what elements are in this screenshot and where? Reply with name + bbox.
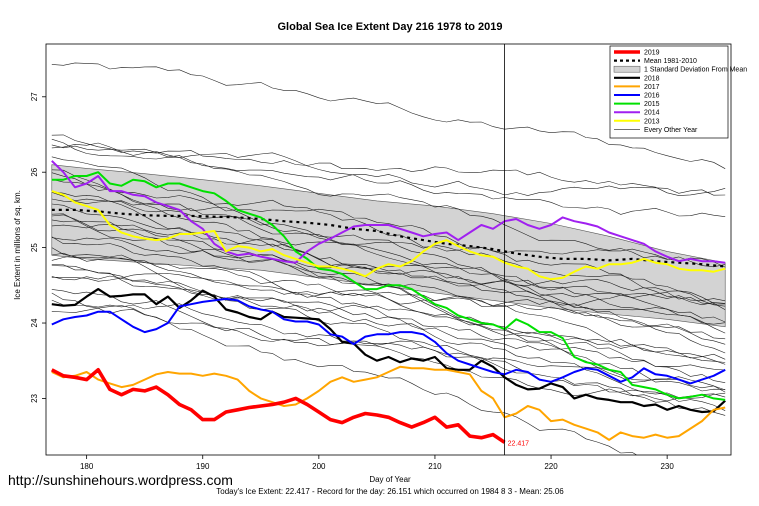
legend-label: 2019 [644, 50, 660, 57]
legend-label: 2014 [644, 110, 660, 117]
y-tick-label: 25 [30, 243, 39, 252]
x-tick-label: 180 [80, 462, 94, 471]
background-year-line [51, 172, 726, 302]
legend-label: 2018 [644, 75, 660, 82]
series-line-2017 [51, 365, 726, 441]
series-line-mean-1981-2010 [51, 208, 726, 268]
background-year-line [51, 224, 726, 268]
background-year-line [51, 203, 726, 334]
legend-swatch [613, 65, 641, 73]
background-year-line [51, 138, 726, 268]
background-year-line [51, 62, 726, 169]
legend-label: 2013 [644, 118, 660, 125]
legend-label: 1 Standard Deviation From Mean [644, 67, 747, 74]
background-year-line [51, 134, 726, 196]
legend-label: 2015 [644, 101, 660, 108]
background-year-line [51, 142, 726, 217]
x-tick-label: 200 [312, 462, 326, 471]
chart-title: Global Sea Ice Extent Day 216 1978 to 20… [277, 21, 502, 33]
series-line-2019 [50, 367, 506, 444]
background-year-line [51, 264, 726, 371]
background-year-line [51, 247, 726, 416]
y-tick-label: 24 [30, 318, 39, 327]
x-tick-label: 230 [660, 462, 674, 471]
background-year-line [51, 275, 726, 360]
plot-frame [45, 43, 732, 456]
series-line-2016 [51, 297, 726, 385]
background-year-line [51, 237, 726, 306]
legend-label: 2017 [644, 84, 660, 91]
background-year-line [51, 192, 726, 323]
background-year-line [51, 307, 726, 402]
y-tick-label: 27 [30, 92, 39, 101]
footer-summary: Today's Ice Extent: 22.417 - Record for … [216, 487, 564, 496]
series-line-2013 [51, 190, 726, 281]
background-year-line [51, 252, 726, 383]
background-year-line [51, 273, 726, 365]
credit-url: http://sunshinehours.wordpress.com [8, 472, 233, 488]
current-value-label: 22.417 [508, 440, 530, 447]
background-year-line [51, 299, 726, 411]
background-year-line [51, 198, 726, 354]
series-line-2018 [51, 288, 726, 414]
plot-area: 22.417 180 190 200 210 220 230 23 24 25 26 27 [30, 43, 732, 471]
y-tick-label: 26 [30, 167, 39, 176]
series-line-2014 [51, 160, 726, 264]
legend-label: Every Other Year [644, 127, 698, 134]
legend-label: Mean 1981-2010 [644, 58, 697, 65]
y-axis-label: Ice Extent in millions of sq. km. [13, 190, 22, 300]
legend-label: 2016 [644, 93, 660, 100]
background-year-line [51, 169, 726, 325]
background-year-line [51, 179, 726, 340]
background-year-line [51, 144, 726, 196]
legend-box [609, 45, 729, 139]
x-tick-label: 190 [196, 462, 210, 471]
series-line-2015 [51, 171, 726, 401]
x-tick-label: 220 [544, 462, 558, 471]
background-year-line [51, 156, 726, 310]
x-axis-label: Day of Year [369, 475, 411, 484]
x-tick-label: 210 [428, 462, 442, 471]
background-year-line [51, 265, 726, 391]
y-tick-label: 23 [30, 393, 39, 402]
